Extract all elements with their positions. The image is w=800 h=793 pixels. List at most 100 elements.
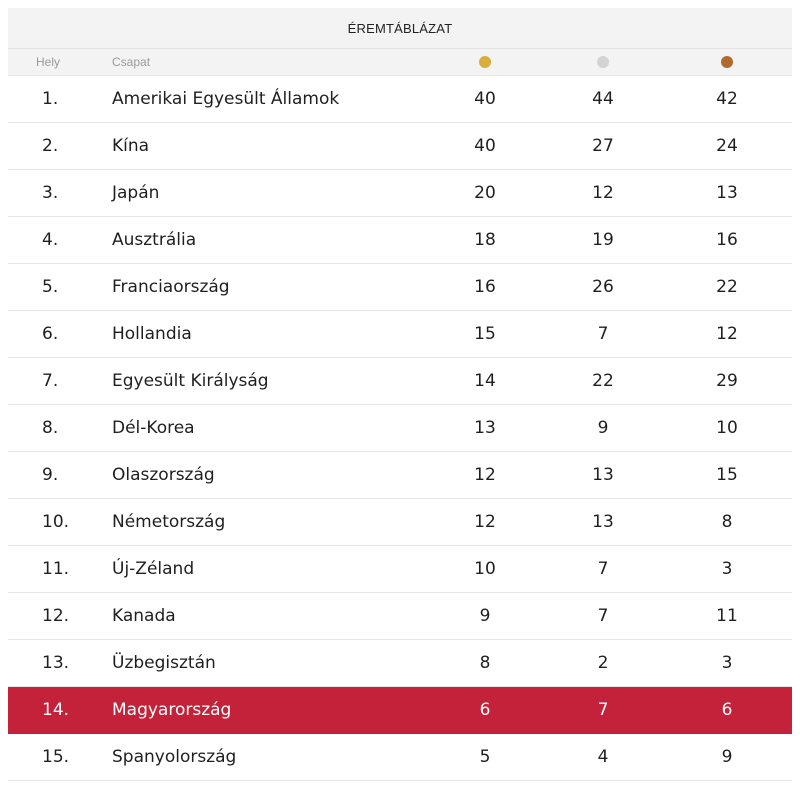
- table-header-row: Hely Csapat: [8, 48, 792, 76]
- team-cell: Japán: [112, 183, 160, 203]
- silver-count: 7: [597, 324, 609, 344]
- header-rank: Hely: [36, 55, 61, 69]
- team-cell: Németország: [112, 512, 226, 532]
- rank-cell: 14.: [42, 700, 70, 720]
- bronze-count: 24: [716, 136, 738, 156]
- gold-count: 12: [474, 465, 496, 485]
- bronze-count: 3: [721, 653, 733, 673]
- table-row: 5. Franciaország 16 26 22: [8, 264, 792, 311]
- table-row: 6. Hollandia 15 7 12: [8, 311, 792, 358]
- table-title: ÉREMTÁBLÁZAT: [8, 8, 792, 48]
- silver-count: 27: [592, 136, 614, 156]
- gold-count: 13: [474, 418, 496, 438]
- gold-count: 40: [474, 136, 496, 156]
- bronze-count: 15: [716, 465, 738, 485]
- bronze-count: 3: [721, 559, 733, 579]
- bronze-count: 22: [716, 277, 738, 297]
- table-row: 7. Egyesült Királyság 14 22 29: [8, 358, 792, 405]
- table-row: 1. Amerikai Egyesült Államok 40 44 42: [8, 76, 792, 123]
- team-cell: Spanyolország: [112, 747, 237, 767]
- rank-cell: 9.: [42, 465, 59, 485]
- bronze-count: 6: [721, 700, 733, 720]
- silver-count: 13: [592, 465, 614, 485]
- bronze-count: 9: [721, 747, 733, 767]
- bronze-count: 13: [716, 183, 738, 203]
- table-row: 10. Németország 12 13 8: [8, 499, 792, 546]
- gold-medal-icon: [479, 56, 491, 68]
- team-cell: Dél-Korea: [112, 418, 195, 438]
- team-cell: Hollandia: [112, 324, 192, 344]
- rank-cell: 10.: [42, 512, 70, 532]
- silver-count: 7: [597, 700, 609, 720]
- bronze-count: 11: [716, 606, 738, 626]
- silver-count: 12: [592, 183, 614, 203]
- team-cell: Amerikai Egyesült Államok: [112, 89, 340, 109]
- silver-count: 22: [592, 371, 614, 391]
- rank-cell: 8.: [42, 418, 59, 438]
- gold-count: 20: [474, 183, 496, 203]
- silver-count: 26: [592, 277, 614, 297]
- rank-cell: 15.: [42, 747, 70, 767]
- header-silver: [544, 56, 662, 68]
- gold-count: 6: [479, 700, 491, 720]
- team-cell: Olaszország: [112, 465, 215, 485]
- gold-count: 15: [474, 324, 496, 344]
- bronze-count: 8: [721, 512, 733, 532]
- table-body: 1. Amerikai Egyesült Államok 40 44 42 2. Kína 4…: [8, 76, 792, 781]
- gold-count: 9: [479, 606, 491, 626]
- gold-count: 10: [474, 559, 496, 579]
- rank-cell: 7.: [42, 371, 59, 391]
- header-bronze: [662, 56, 792, 68]
- team-cell: Kanada: [112, 606, 176, 626]
- gold-count: 8: [479, 653, 491, 673]
- rank-cell: 13.: [42, 653, 70, 673]
- gold-count: 18: [474, 230, 496, 250]
- team-cell: Ausztrália: [112, 230, 197, 250]
- table-row: 11. Új-Zéland 10 7 3: [8, 546, 792, 593]
- bronze-count: 29: [716, 371, 738, 391]
- rank-cell: 11.: [42, 559, 70, 579]
- silver-count: 2: [597, 653, 609, 673]
- silver-count: 9: [597, 418, 609, 438]
- silver-count: 7: [597, 559, 609, 579]
- gold-count: 5: [479, 747, 491, 767]
- silver-count: 44: [592, 89, 614, 109]
- table-row: 8. Dél-Korea 13 9 10: [8, 405, 792, 452]
- silver-count: 13: [592, 512, 614, 532]
- bronze-count: 42: [716, 89, 738, 109]
- rank-cell: 4.: [42, 230, 59, 250]
- team-cell: Franciaország: [112, 277, 230, 297]
- rank-cell: 3.: [42, 183, 59, 203]
- header-team: Csapat: [112, 55, 151, 69]
- silver-count: 7: [597, 606, 609, 626]
- gold-count: 16: [474, 277, 496, 297]
- silver-count: 4: [597, 747, 609, 767]
- rank-cell: 2.: [42, 136, 59, 156]
- team-cell: Kína: [112, 136, 150, 156]
- bronze-count: 16: [716, 230, 738, 250]
- rank-cell: 5.: [42, 277, 59, 297]
- table-row: 15. Spanyolország 5 4 9: [8, 734, 792, 781]
- medal-table: ÉREMTÁBLÁZAT Hely Csapat 1. Amerikai Egye…: [8, 8, 792, 781]
- table-row: 14. Magyarország 6 7 6: [8, 687, 792, 734]
- silver-count: 19: [592, 230, 614, 250]
- gold-count: 40: [474, 89, 496, 109]
- table-row: 13. Üzbegisztán 8 2 3: [8, 640, 792, 687]
- team-cell: Magyarország: [112, 700, 232, 720]
- table-row: 2. Kína 40 27 24: [8, 123, 792, 170]
- team-cell: Egyesült Királyság: [112, 371, 269, 391]
- bronze-count: 10: [716, 418, 738, 438]
- silver-medal-icon: [597, 56, 609, 68]
- rank-cell: 12.: [42, 606, 70, 626]
- gold-count: 14: [474, 371, 496, 391]
- table-row: 3. Japán 20 12 13: [8, 170, 792, 217]
- bronze-medal-icon: [721, 56, 733, 68]
- table-row: 4. Ausztrália 18 19 16: [8, 217, 792, 264]
- table-row: 9. Olaszország 12 13 15: [8, 452, 792, 499]
- team-cell: Üzbegisztán: [112, 653, 216, 673]
- rank-cell: 1.: [42, 89, 59, 109]
- rank-cell: 6.: [42, 324, 59, 344]
- header-gold: [426, 56, 544, 68]
- bronze-count: 12: [716, 324, 738, 344]
- gold-count: 12: [474, 512, 496, 532]
